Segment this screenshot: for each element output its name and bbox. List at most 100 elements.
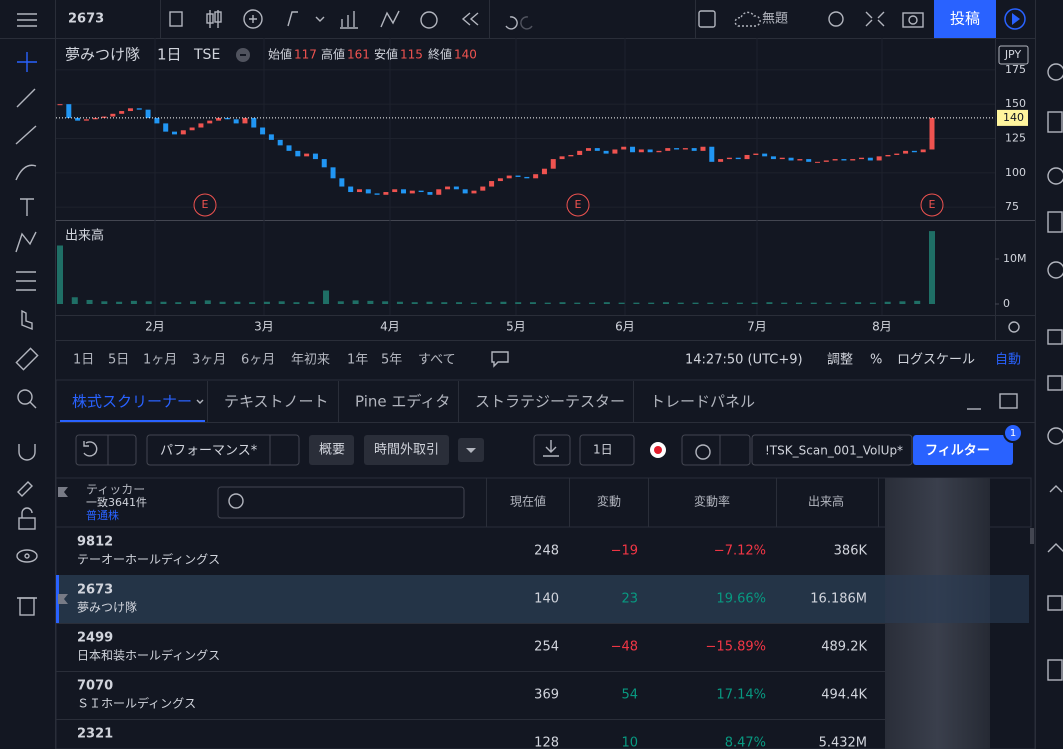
volume-bar: [367, 300, 374, 304]
volume-bar: [810, 302, 817, 304]
candle: [330, 167, 336, 179]
panel-tab[interactable]: 株式スクリーナー: [72, 393, 192, 411]
candle: [709, 146, 715, 162]
replay-icon: [1012, 13, 1020, 25]
candle: [841, 159, 847, 161]
adjust-button: 調整: [827, 353, 853, 368]
candle: [682, 148, 688, 150]
candle: [541, 168, 547, 175]
refresh-icon[interactable]: [83, 441, 98, 457]
interval-selector: 1日: [593, 443, 613, 457]
volume-bar: [249, 302, 256, 304]
candle: [462, 189, 468, 194]
volume-bar: [662, 302, 669, 304]
filter-badge: [1003, 423, 1023, 443]
candle: [260, 127, 266, 135]
candle: [524, 176, 530, 179]
chart-exchange: TSE: [193, 47, 220, 63]
candle: [180, 130, 186, 135]
volume-bar: [426, 301, 433, 304]
ohlc-value: 115: [400, 48, 423, 62]
candle: [656, 150, 662, 153]
timeframe-button: 年初来: [291, 353, 330, 368]
price-tick-label: 100: [1005, 166, 1026, 179]
volume-bar: [914, 300, 921, 304]
volume-bar: [544, 302, 551, 304]
candle: [726, 157, 732, 160]
ohlc-label: 終値: [428, 47, 452, 62]
candle: [577, 150, 583, 155]
ticker-code: 9812: [77, 535, 113, 550]
scan-selector: !TSK_Scan_001_VolUp*: [765, 444, 903, 458]
candle: [762, 153, 768, 157]
volume-bar: [278, 301, 285, 304]
candle: [321, 159, 327, 168]
ohlc-value: 117: [294, 48, 317, 62]
candle: [603, 150, 609, 154]
column-header: 変動: [597, 494, 621, 509]
cell-change: 54: [621, 688, 638, 703]
volume-bar: [633, 302, 640, 304]
volume-tick-label: 0: [1003, 297, 1010, 310]
volume-bar: [175, 302, 182, 304]
volume-bar: [707, 302, 714, 304]
price-tick-label: 125: [1005, 132, 1026, 145]
candle: [585, 148, 591, 151]
volume-bar: [382, 301, 389, 304]
ticker-code: 2321: [77, 727, 113, 742]
volume-bar: [234, 301, 241, 304]
volume-bar: [574, 302, 581, 304]
panel-tab[interactable]: トレードパネル: [650, 393, 755, 411]
extended-button[interactable]: [364, 435, 449, 465]
volume-bar: [736, 302, 743, 304]
download-icon[interactable]: [543, 440, 559, 457]
volume-bar: [559, 302, 566, 304]
maximize-icon[interactable]: [999, 393, 1018, 409]
left-toolbar-icons: [15, 13, 39, 616]
replay-button[interactable]: [1004, 8, 1026, 30]
candle: [489, 181, 495, 187]
candle: [911, 150, 917, 153]
volume-bar: [470, 302, 477, 304]
publish-button[interactable]: [934, 0, 996, 38]
candle: [867, 157, 873, 161]
panel-tab[interactable]: Pine エディタ: [355, 393, 450, 411]
candle: [929, 117, 935, 150]
log-button: ログスケール: [897, 353, 975, 368]
candle: [630, 146, 636, 153]
settings-icon[interactable]: [1008, 321, 1020, 333]
ohlc-value: 161: [347, 48, 370, 62]
volume-bar: [869, 302, 876, 304]
currency-box: [998, 45, 1029, 65]
month-label: 4月: [380, 320, 400, 334]
selected-row: [885, 575, 1029, 623]
timeframe-button: すべて: [418, 353, 456, 368]
goto-date-icon[interactable]: [491, 351, 509, 368]
volume-bar: [781, 302, 788, 304]
overview-button[interactable]: [309, 435, 354, 465]
candle: [894, 153, 900, 155]
volume-bar: [396, 301, 403, 304]
volume-bar: [929, 231, 935, 304]
candle: [903, 150, 909, 154]
candle: [832, 159, 838, 161]
panel-tab[interactable]: テキストノート: [224, 393, 329, 411]
alert-icon[interactable]: [695, 444, 711, 460]
candle: [348, 186, 354, 193]
candle: [172, 131, 178, 135]
candle: [83, 119, 89, 121]
volume-bar: [648, 302, 655, 304]
panel-tab[interactable]: ストラテジーテスター: [475, 393, 625, 411]
volume-bar: [116, 301, 123, 304]
filter-button[interactable]: [913, 435, 1013, 465]
volume-bar: [145, 301, 152, 304]
earnings-label: E: [575, 198, 582, 211]
top-toolbar-icons: [169, 9, 924, 30]
cell-change: −48: [611, 640, 638, 655]
currency: JPY: [1004, 48, 1022, 61]
timeframe-button: 1年: [347, 353, 368, 368]
candle: [409, 190, 415, 194]
last-price-tag: [997, 109, 1028, 126]
tab-dropdown[interactable]: [196, 399, 204, 404]
cell-volume: 494.4K: [821, 688, 867, 703]
